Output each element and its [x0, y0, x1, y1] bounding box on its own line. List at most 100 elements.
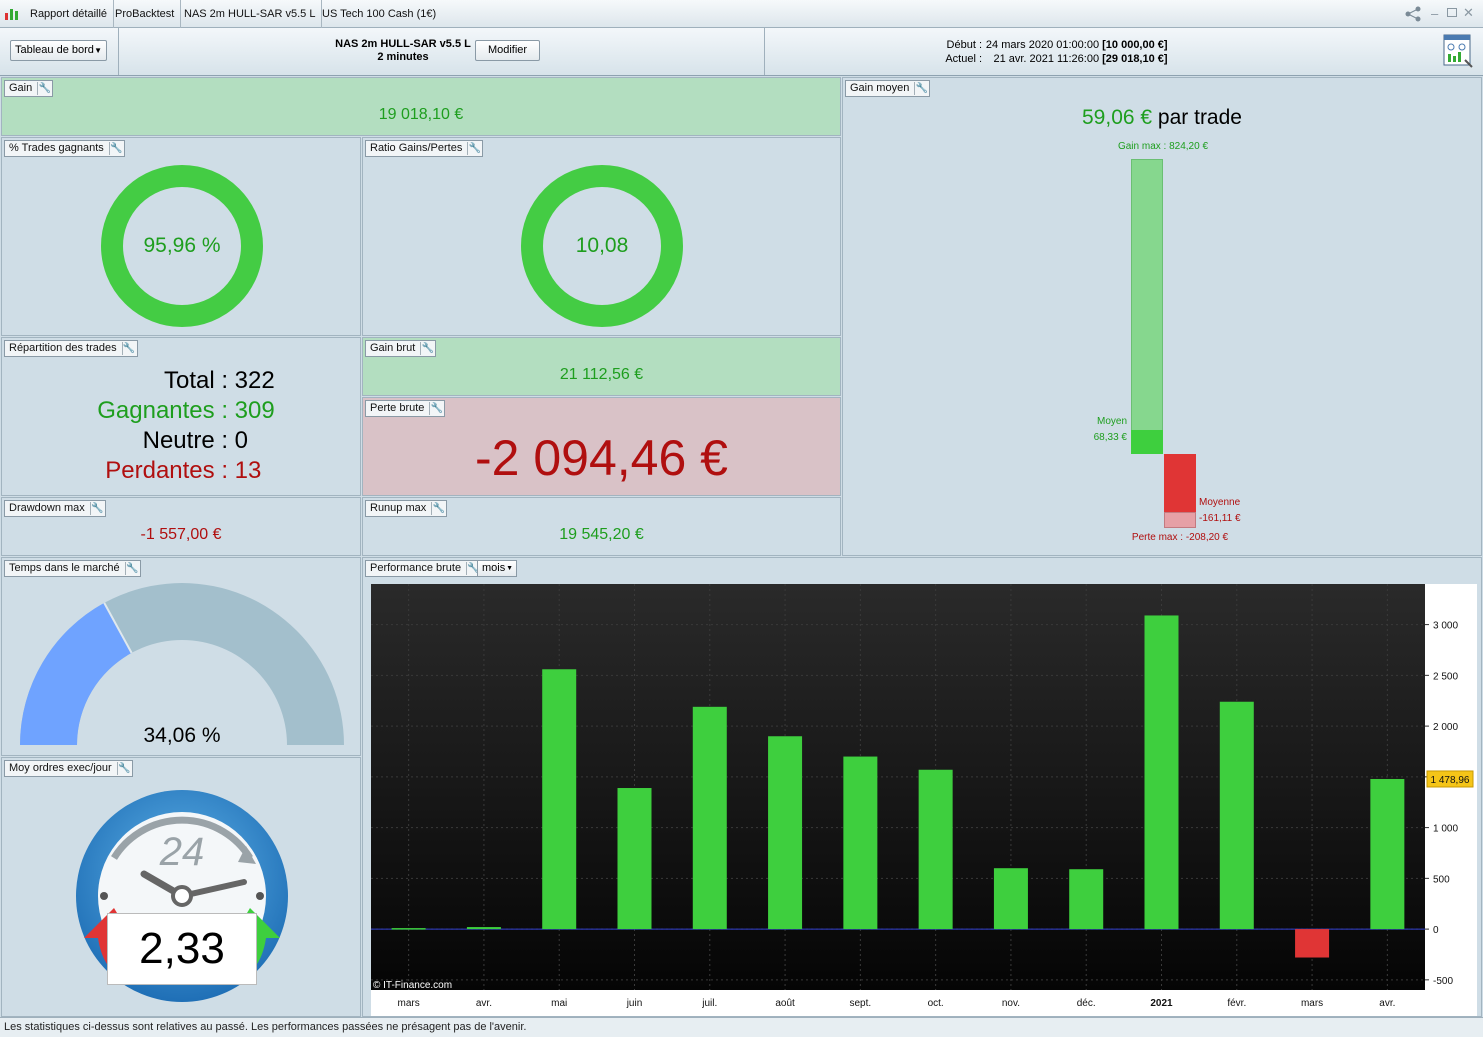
- trade-counts: Total : 322 Gagnantes : 309 Neutre : 0 P…: [2, 366, 360, 486]
- system-name: NAS 2m HULL-SAR v5.5 L: [335, 38, 471, 50]
- tab-system-name[interactable]: NAS 2m HULL-SAR v5.5 L: [178, 0, 323, 28]
- panel-title: Gain 🔧: [4, 80, 54, 97]
- toolbar-divider: [764, 28, 765, 75]
- x-tick-label: oct.: [928, 998, 944, 1009]
- start-date: 24 mars 2020 01:00:00: [985, 39, 1100, 51]
- win-rate-value: 95,96 %: [143, 234, 221, 257]
- gain-title: Gain: [9, 82, 33, 94]
- panel-title: Performance brute 🔧: [365, 560, 483, 577]
- x-tick-label: déc.: [1077, 998, 1096, 1009]
- avg-loss-bar: [1164, 454, 1196, 512]
- avg-gain-headline: 59,06 € par trade: [843, 106, 1481, 130]
- modify-button[interactable]: Modifier: [475, 40, 540, 61]
- dashboard-select[interactable]: Tableau de bord ▼: [10, 40, 107, 61]
- wrench-icon[interactable]: 🔧: [429, 402, 444, 415]
- max-loss-bar: [1164, 512, 1196, 528]
- avg-win-value: 68,33 €: [1093, 432, 1127, 443]
- max-gain-label: Gain max : 824,20 €: [1117, 141, 1209, 152]
- bar: [466, 927, 501, 930]
- wrench-icon[interactable]: 🔧: [431, 502, 445, 515]
- current-capital: [29 018,10 €]: [1102, 53, 1168, 65]
- bar: [1144, 615, 1179, 930]
- panel-title: Perte brute 🔧: [365, 400, 446, 417]
- maximize-icon[interactable]: [1447, 8, 1457, 17]
- wrench-icon[interactable]: 🔧: [914, 82, 929, 95]
- bar: [617, 788, 652, 930]
- bar: [843, 756, 878, 930]
- y-tick-label: -500: [1433, 976, 1453, 987]
- x-ticks: mars avr. mai juin juil. août sept. oct. nov. déc…: [398, 998, 1396, 1009]
- bar: [542, 669, 577, 930]
- gross-loss-title: Perte brute: [370, 402, 425, 414]
- report-settings-icon[interactable]: [1443, 34, 1475, 68]
- toolbar: Tableau de bord ▼ NAS 2m HULL-SAR v5.5 L…: [0, 28, 1483, 76]
- wrench-icon[interactable]: 🔧: [467, 142, 482, 155]
- wrench-icon[interactable]: 🔧: [121, 342, 136, 355]
- gross-loss-panel: Perte brute 🔧 -2 094,46 €: [362, 397, 841, 496]
- performance-title: Performance brute: [370, 562, 462, 574]
- ratio-panel: Ratio Gains/Pertes 🔧 10,08: [362, 137, 841, 336]
- panel-title: Drawdown max 🔧: [4, 500, 106, 517]
- runup-panel: Runup max 🔧 19 545,20 €: [362, 497, 841, 556]
- neutral-label: Neutre :: [142, 427, 228, 454]
- ratio-title: Ratio Gains/Pertes: [370, 142, 463, 154]
- chart-watermark: © IT-Finance.com: [373, 980, 452, 991]
- bar: [692, 706, 727, 930]
- gain-value: 19 018,10 €: [378, 106, 464, 123]
- toolbar-divider: [118, 28, 119, 75]
- wrench-icon[interactable]: 🔧: [116, 762, 131, 775]
- bar: [391, 928, 426, 930]
- wrench-icon[interactable]: 🔧: [89, 502, 104, 515]
- status-bar: Les statistiques ci-dessus sont relative…: [0, 1017, 1483, 1037]
- current-date: 21 avr. 2021 11:26:00: [993, 53, 1100, 65]
- tab-instrument[interactable]: US Tech 100 Cash (1€): [322, 8, 437, 20]
- title-bar: Rapport détaillé ProBacktest NAS 2m HULL…: [0, 0, 1483, 28]
- x-tick-label: juin: [626, 998, 643, 1009]
- wrench-icon[interactable]: 🔧: [108, 142, 123, 155]
- wrench-icon[interactable]: 🔧: [124, 562, 139, 575]
- close-icon[interactable]: ✕: [1463, 5, 1474, 20]
- bar: [1069, 869, 1104, 930]
- gross-gain-panel: Gain brut 🔧 21 112,56 €: [362, 337, 841, 396]
- gross-gain-value: 21 112,56 €: [559, 366, 644, 383]
- wrench-icon[interactable]: 🔧: [37, 82, 51, 95]
- bar: [918, 769, 953, 930]
- loss-label: Perdantes :: [105, 457, 228, 484]
- bars: [391, 615, 1405, 958]
- y-tick-label: 3 000: [1433, 621, 1458, 632]
- wrench-icon[interactable]: 🔧: [420, 342, 434, 355]
- win-row: Gagnantes : 309: [2, 396, 360, 426]
- win-label: Gagnantes :: [97, 397, 228, 424]
- runup-title: Runup max: [370, 502, 427, 514]
- gain-panel: Gain 🔧 19 018,10 €: [1, 77, 841, 136]
- drawdown-panel: Drawdown max 🔧 -1 557,00 €: [1, 497, 361, 556]
- tab-detailed-report[interactable]: Rapport détaillé: [24, 0, 115, 28]
- marker-label: 1 478,96: [1431, 775, 1470, 786]
- chevron-down-icon: ▼: [506, 565, 513, 572]
- x-tick-label: 2021: [1150, 998, 1173, 1009]
- x-tick-label: nov.: [1002, 998, 1020, 1009]
- system-info: NAS 2m HULL-SAR v5.5 L 2 minutes: [320, 38, 486, 64]
- avg-win-label: Moyen: [1096, 416, 1127, 427]
- wrench-icon[interactable]: 🔧: [466, 562, 480, 575]
- dashboard-select-label: Tableau de bord: [15, 44, 94, 56]
- minimize-icon[interactable]: –: [1431, 6, 1439, 21]
- period-select[interactable]: mois ▼: [477, 560, 517, 577]
- bar: [1370, 778, 1405, 930]
- max-gain-bar: [1131, 159, 1163, 454]
- share-icon[interactable]: [1404, 6, 1422, 22]
- avg-gain-panel: Gain moyen 🔧 59,06 € par trade Gain max :…: [842, 77, 1482, 556]
- current-value-marker: 1 478,96: [1426, 770, 1474, 788]
- x-axis-area: [371, 990, 1477, 1016]
- tab-probacktest[interactable]: ProBacktest: [109, 0, 182, 28]
- avg-gain-title: Gain moyen: [850, 82, 910, 94]
- marker-box: [1426, 770, 1474, 788]
- x-tick-label: mars: [1301, 998, 1323, 1009]
- total-value: 322: [234, 367, 275, 394]
- start-capital: [10 000,00 €]: [1102, 39, 1168, 51]
- orders-per-day-value: 2,33: [107, 913, 257, 985]
- x-tick-label: août: [775, 998, 795, 1009]
- total-label: Total :: [163, 367, 228, 394]
- start-label: Début :: [946, 39, 982, 51]
